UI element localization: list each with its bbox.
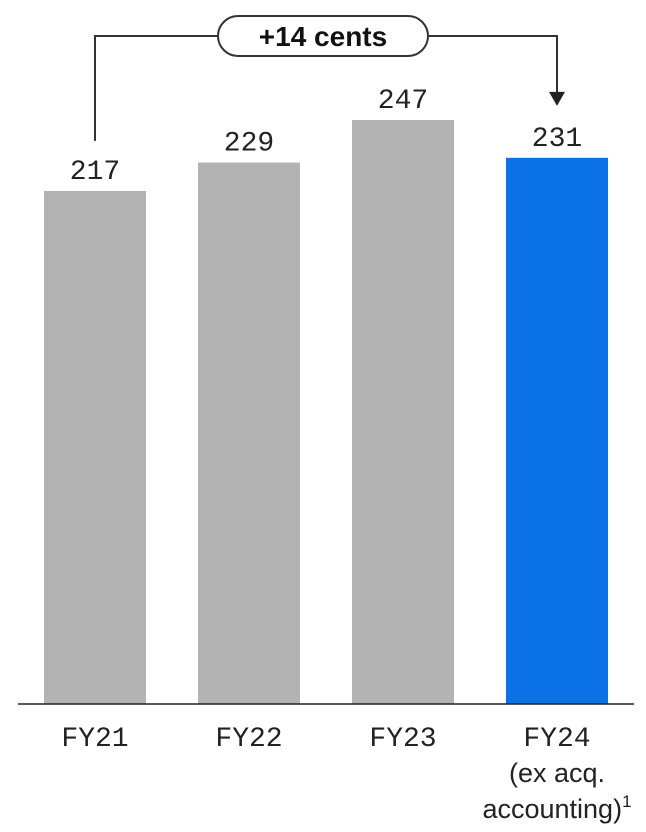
bar-fy24 bbox=[506, 157, 608, 704]
callout-pill bbox=[217, 15, 429, 57]
callout-label: +14 cents bbox=[259, 21, 387, 52]
category-label-fy23: FY23 bbox=[369, 724, 436, 755]
category-sublabel-line1: (ex acq. bbox=[509, 758, 605, 788]
callout-connector-right bbox=[428, 35, 558, 94]
bars-group bbox=[44, 120, 608, 705]
category-sublabel-line2: accounting)1 bbox=[482, 792, 631, 824]
value-label-fy23: 247 bbox=[378, 86, 428, 117]
category-label-fy24: FY24 bbox=[523, 724, 590, 755]
callout-annotation: +14 cents bbox=[94, 15, 565, 141]
value-label-fy21: 217 bbox=[70, 157, 120, 188]
category-label-fy22: FY22 bbox=[215, 724, 282, 755]
category-label-fy21: FY21 bbox=[61, 724, 128, 755]
value-labels-group: 217 229 247 231 bbox=[70, 86, 582, 188]
callout-arrowhead bbox=[549, 91, 565, 106]
callout-connector-left bbox=[94, 35, 218, 141]
bar-fy22 bbox=[198, 162, 300, 704]
value-label-fy22: 229 bbox=[224, 129, 274, 160]
bar-fy23 bbox=[352, 120, 454, 704]
footnote-marker: 1 bbox=[622, 792, 631, 811]
value-label-fy24: 231 bbox=[532, 124, 582, 155]
category-labels-group: FY21 FY22 FY23 FY24(ex acq. accounting)1 bbox=[61, 724, 631, 824]
bar-fy21 bbox=[44, 190, 146, 705]
